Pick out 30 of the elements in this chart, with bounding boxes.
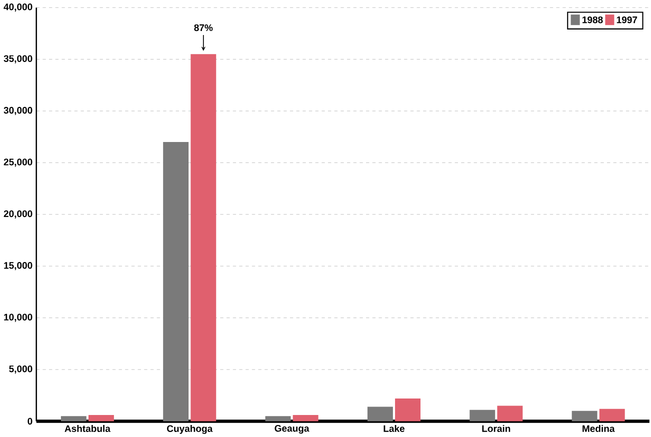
y-tick-label: 10,000 xyxy=(4,314,32,322)
bar xyxy=(292,414,318,422)
bar xyxy=(190,54,216,422)
bar xyxy=(163,142,189,422)
x-tick-label: Lake xyxy=(384,424,404,432)
annotation: 87% xyxy=(194,24,213,31)
y-tick-label: 0 xyxy=(28,418,32,424)
y-tick-label: 5,000 xyxy=(9,365,32,374)
x-tick-label: Cuyahoga xyxy=(167,424,213,434)
y-tick-label: 30,000 xyxy=(4,106,32,115)
y-tick-label: 40,000 xyxy=(4,3,32,12)
bar xyxy=(88,414,114,422)
y-tick-label: 20,000 xyxy=(4,210,32,218)
bar xyxy=(470,410,496,422)
bar xyxy=(367,406,393,422)
legend-label: 1988 xyxy=(582,16,603,23)
bar xyxy=(265,416,291,422)
bar xyxy=(572,410,598,422)
x-tick-label: Medina xyxy=(582,424,615,432)
x-tick-label: Ashtabula xyxy=(64,424,110,432)
x-tick-label: Lorain xyxy=(482,424,510,432)
y-tick-label: 25,000 xyxy=(4,158,32,167)
y-tick-label: 35,000 xyxy=(4,55,32,64)
bar xyxy=(395,398,420,422)
bar xyxy=(60,416,86,422)
legend-label: 1997 xyxy=(616,16,638,23)
bar xyxy=(599,408,625,422)
y-tick-label: 15,000 xyxy=(4,262,32,270)
x-tick-label: Geauga xyxy=(274,424,310,434)
bar xyxy=(497,406,523,422)
